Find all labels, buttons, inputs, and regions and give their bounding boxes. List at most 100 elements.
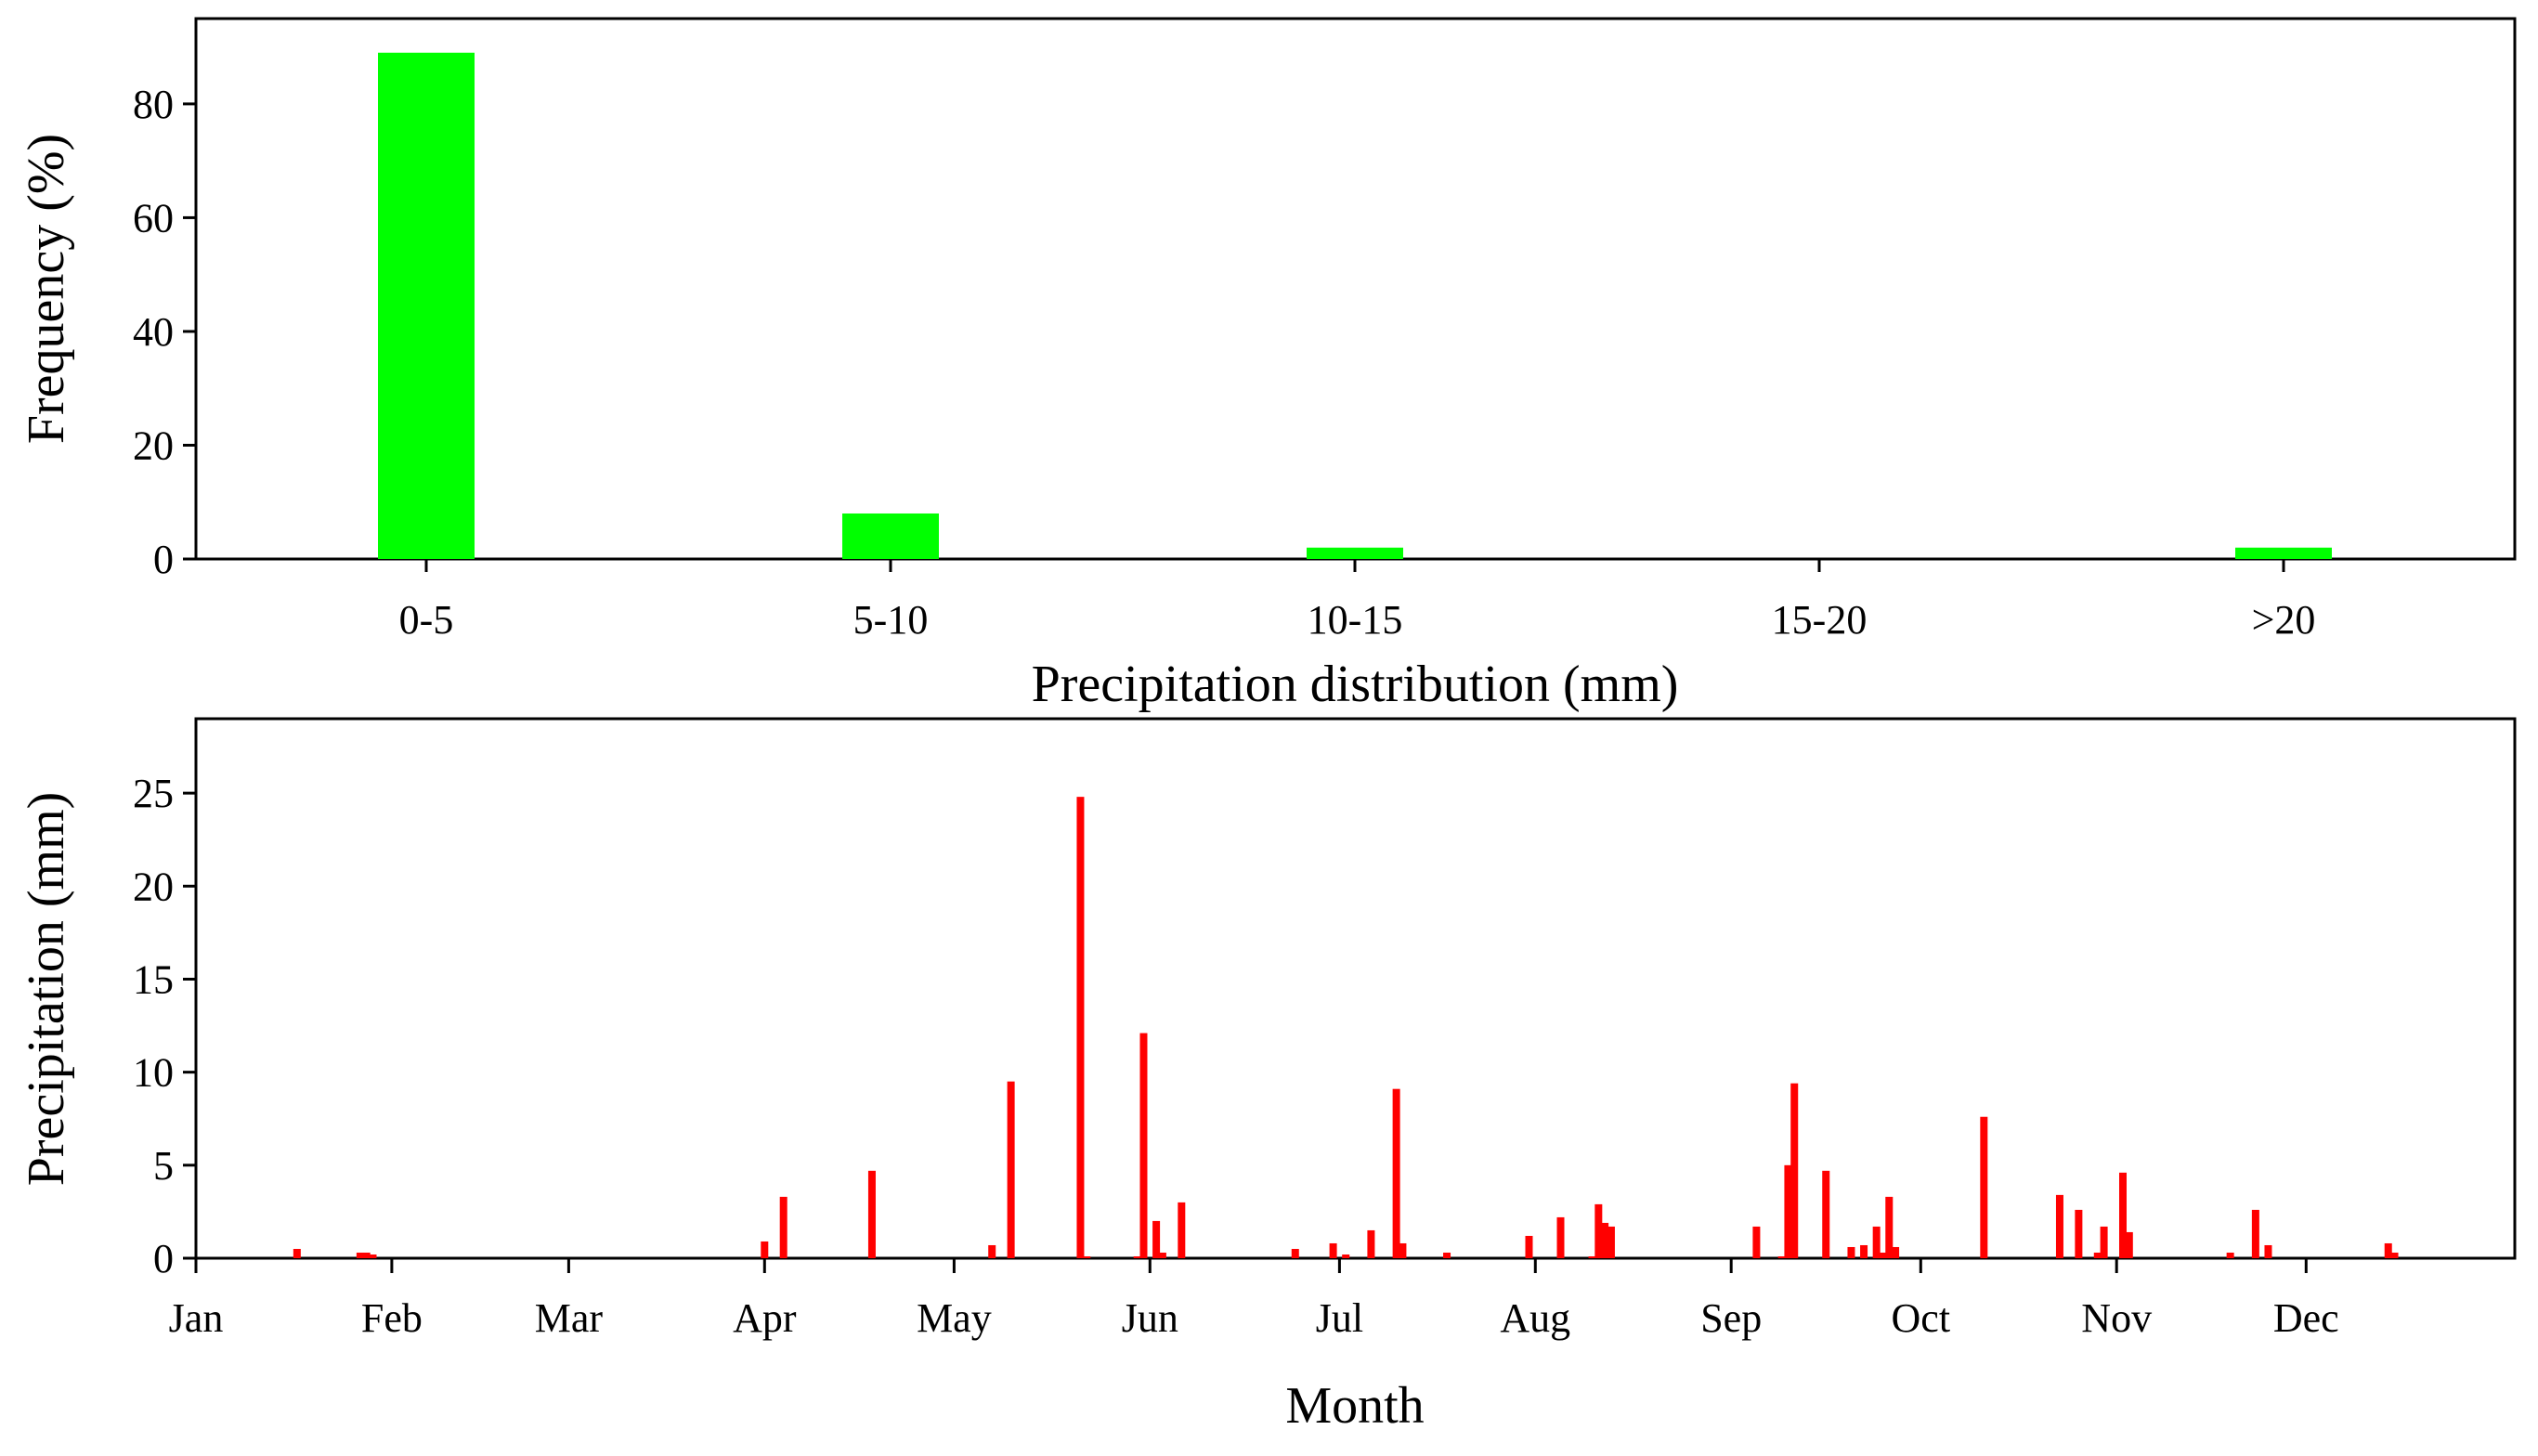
month-tick-label: Feb <box>361 1295 423 1341</box>
top-x-ticks: 0-5 5-10 10-15 15-20 >20 <box>399 559 2316 643</box>
precip-bar <box>1178 1202 1186 1258</box>
precip-bar <box>1822 1170 1830 1258</box>
precip-bar <box>1152 1220 1161 1258</box>
precip-bar <box>362 1252 371 1258</box>
bottom-y-ticks: 0 5 10 15 20 25 <box>133 771 196 1281</box>
month-tick-label: Nov <box>2081 1295 2152 1341</box>
precip-bar <box>1076 797 1085 1258</box>
month-tick-label: Dec <box>2273 1295 2339 1341</box>
month-tick-label: Jun <box>1122 1295 1178 1341</box>
bottom-y-tick-label: 5 <box>153 1143 174 1189</box>
top-bar <box>2235 547 2332 559</box>
bottom-y-axis-title: Precipitation (mm) <box>18 792 75 1187</box>
frequency-chart: 0 20 40 60 80 0-5 5-10 10-15 15-20 >20 Frequency… <box>18 17 2517 713</box>
top-x-tick-label: 15-20 <box>1772 597 1868 643</box>
precip-bar <box>1291 1248 1299 1258</box>
month-tick-label: Oct <box>1892 1295 1951 1341</box>
top-x-axis-title: Precipitation distribution (mm) <box>1032 656 1679 713</box>
precip-bar <box>779 1196 787 1258</box>
month-tick-label: Jul <box>1316 1295 1363 1341</box>
precip-bar <box>1443 1252 1451 1258</box>
precip-bar <box>2125 1231 2133 1258</box>
precip-bar <box>1860 1244 1868 1258</box>
precip-bar <box>1139 1033 1148 1258</box>
month-tick-label: Apr <box>733 1295 797 1341</box>
bottom-y-tick-label: 15 <box>133 956 174 1002</box>
top-y-tick-label: 60 <box>133 195 174 240</box>
precip-bar <box>1525 1235 1533 1258</box>
top-x-tick-label: 0-5 <box>399 597 454 643</box>
precip-bar <box>2264 1244 2272 1258</box>
precip-bar <box>2119 1172 2127 1258</box>
precip-bar <box>1588 1255 1596 1258</box>
precip-bar <box>293 1248 301 1258</box>
bottom-x-ticks: Jan Feb Mar Apr May Jun Jul Aug Sep Oct Nov Dec <box>169 1258 2339 1341</box>
bottom-y-tick-label: 25 <box>133 771 174 816</box>
precip-bar <box>1847 1246 1855 1258</box>
precip-bar <box>1790 1083 1799 1258</box>
precip-bar <box>1367 1229 1375 1258</box>
top-x-tick-label: 10-15 <box>1308 597 1403 643</box>
precip-bar <box>761 1241 769 1258</box>
top-bars <box>378 52 2332 560</box>
bottom-x-axis-title: Month <box>1285 1377 1424 1435</box>
precip-bar <box>1879 1252 1887 1258</box>
top-y-tick-label: 20 <box>133 422 174 468</box>
precip-bar <box>1594 1203 1603 1258</box>
precip-bar <box>1872 1226 1881 1258</box>
bottom-bars <box>293 797 2399 1258</box>
precip-bar <box>1607 1226 1615 1258</box>
top-y-axis-title: Frequency (%) <box>18 134 75 444</box>
top-plot-frame <box>194 17 2517 561</box>
top-x-tick-label: >20 <box>2252 597 2316 643</box>
precip-bar <box>1329 1242 1337 1258</box>
precip-bar <box>1342 1254 1350 1258</box>
precip-bar <box>1133 1255 1141 1258</box>
top-bar <box>378 52 475 560</box>
precip-bar <box>2100 1226 2108 1258</box>
precip-bar <box>2251 1209 2259 1258</box>
top-bar <box>842 513 939 559</box>
precip-bar <box>867 1170 876 1258</box>
precipitation-chart: 0 5 10 15 20 25 Jan Feb Mar Apr May Jun Jul Aug Sep Oc… <box>18 717 2517 1435</box>
precip-bar <box>369 1254 377 1258</box>
precip-bar <box>1556 1216 1565 1258</box>
precip-bar <box>1885 1196 1894 1258</box>
precip-bar <box>2384 1242 2392 1258</box>
month-tick-label: Sep <box>1700 1295 1762 1341</box>
precip-bar <box>1601 1222 1609 1258</box>
precip-bar <box>2055 1194 2063 1258</box>
top-y-tick-label: 0 <box>153 537 174 582</box>
top-y-ticks: 0 20 40 60 80 <box>133 82 196 582</box>
precip-bar <box>1158 1252 1166 1258</box>
precip-bar <box>2226 1252 2234 1258</box>
top-bar <box>1307 547 1403 559</box>
precip-bar <box>2093 1252 2102 1258</box>
precip-bar <box>1784 1164 1792 1258</box>
bottom-y-tick-label: 20 <box>133 864 174 909</box>
precip-bar <box>1083 1255 1091 1258</box>
month-tick-label: Mar <box>535 1295 604 1341</box>
precip-bar <box>356 1252 364 1258</box>
top-y-tick-label: 80 <box>133 82 174 127</box>
precip-bar <box>1399 1242 1407 1258</box>
bottom-y-tick-label: 0 <box>153 1236 174 1281</box>
precip-bar <box>1752 1226 1761 1258</box>
precip-bar <box>2390 1252 2399 1258</box>
month-tick-label: May <box>917 1295 992 1341</box>
precip-bar <box>1007 1081 1015 1258</box>
top-x-tick-label: 5-10 <box>853 597 929 643</box>
precip-bar <box>1392 1088 1400 1258</box>
precip-bar <box>988 1244 996 1258</box>
top-y-tick-label: 40 <box>133 309 174 355</box>
bottom-plot-frame <box>194 717 2517 1260</box>
precip-bar <box>1777 1255 1786 1258</box>
month-tick-label: Jan <box>169 1295 224 1341</box>
bottom-y-tick-label: 10 <box>133 1050 174 1096</box>
precip-bar <box>2075 1209 2083 1258</box>
month-tick-label: Aug <box>1500 1295 1570 1341</box>
precip-bar <box>1892 1246 1900 1258</box>
precip-bar <box>1980 1116 1988 1258</box>
